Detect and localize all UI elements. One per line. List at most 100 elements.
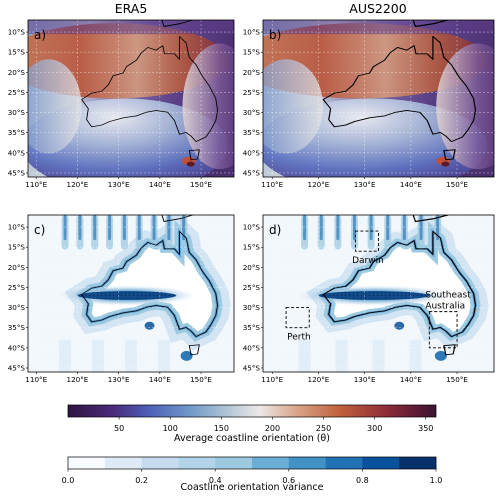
column-title-era5: ERA5 xyxy=(115,1,148,16)
colorbar-orientation-fill xyxy=(68,405,436,417)
panel-a-field xyxy=(28,20,234,177)
lon-tick-label: 120°E xyxy=(308,375,330,384)
lat-tick-label: 25°S xyxy=(8,283,26,292)
lon-tick-label: 140°E xyxy=(400,375,422,384)
orientation-east-band xyxy=(436,43,494,170)
variance-north-streak-core xyxy=(63,215,67,241)
colorbar-variance-level xyxy=(288,457,326,469)
panel-label-a: a) xyxy=(34,28,46,42)
variance-north-streak-core xyxy=(152,215,156,241)
lon-tick-label: 120°E xyxy=(67,180,89,189)
colorbar-variance-level xyxy=(325,457,363,469)
lat-tick-label: 45°S xyxy=(8,363,26,372)
variance-north-streak-core xyxy=(402,215,406,241)
lat-tick-label: 20°S xyxy=(243,263,261,272)
variance-north-streak-core xyxy=(108,215,112,241)
colorbar-tick-label: 0.4 xyxy=(209,476,222,485)
variance-north-streak-core xyxy=(386,215,390,241)
lat-tick-label: 10°S xyxy=(8,28,26,37)
orientation-north-band xyxy=(263,23,488,99)
lon-tick-label: 110°E xyxy=(25,180,47,189)
variance-north-streak-core xyxy=(93,215,97,241)
coastline-new-guinea xyxy=(161,215,193,222)
region-label-southeast-australia: Southeast xyxy=(425,291,471,301)
lon-tick-label: 110°E xyxy=(25,375,47,384)
colorbar-label-variance: Coastline orientation variance xyxy=(181,482,324,493)
orientation-west-band xyxy=(28,59,82,154)
colorbar-tick-label: 0.2 xyxy=(135,476,148,485)
panel-label-d: d) xyxy=(269,223,281,237)
column-title-aus2200: AUS2200 xyxy=(349,1,406,16)
lat-tick-label: 30°S xyxy=(243,303,261,312)
variance-north-streak-core xyxy=(303,215,307,241)
region-box-darwin xyxy=(354,230,379,252)
colorbar-variance-level xyxy=(362,457,400,469)
colorbar-variance: 0.0 0.2 0.4 0.6 0.8 1.0 Coastline orientation … xyxy=(62,456,443,493)
lat-tick-label: 40°S xyxy=(243,148,261,157)
lon-tick-label: 130°E xyxy=(354,375,376,384)
panel-a: a) 10°S 15°S 20°S 25°S 30°S 35°S 40°S 45°S 110°E 1… xyxy=(8,19,235,189)
variance-tasmania-spot xyxy=(434,350,447,361)
lat-tick-label: 10°S xyxy=(8,223,26,232)
region-label-southeast-australia: Australia xyxy=(425,302,465,312)
lat-tick-label: 35°S xyxy=(8,323,26,332)
lat-tick-label: 25°S xyxy=(243,88,261,97)
lat-tick-label: 40°S xyxy=(8,343,26,352)
colorbar-variance-level xyxy=(178,457,216,469)
lon-tick-label: 120°E xyxy=(67,375,89,384)
lon-tick-label: 120°E xyxy=(308,180,330,189)
lat-tick-label: 35°S xyxy=(243,128,261,137)
colorbar-tick-label: 0.6 xyxy=(282,476,295,485)
orientation-north-ocean xyxy=(28,20,234,35)
variance-south-streak xyxy=(409,339,422,372)
colorbar-tick-label: 150 xyxy=(214,424,229,433)
variance-north-streak-core xyxy=(182,215,186,241)
colorbar-tick-label: 1.0 xyxy=(430,476,443,485)
colorbar-tick-label: 0.8 xyxy=(356,476,369,485)
panel-c: c) 10°S 15°S 20°S 25°S 30°S 35°S 40°S 45°S 110°E 1… xyxy=(8,214,235,384)
variance-north-streak-core xyxy=(369,215,373,241)
colorbar-tick-label: 0.0 xyxy=(62,476,75,485)
variance-gulf-spot xyxy=(144,321,155,330)
panel-frame xyxy=(262,19,495,178)
lat-tick-label: 35°S xyxy=(243,323,261,332)
lat-tick-label: 35°S xyxy=(8,128,26,137)
panel-frame xyxy=(27,19,235,178)
lat-tick-label: 40°S xyxy=(243,343,261,352)
variance-tasmania-spot xyxy=(180,350,193,361)
region-box-perth xyxy=(285,307,310,329)
lat-tick-label: 40°S xyxy=(8,148,26,157)
panel-d-field xyxy=(263,215,494,372)
variance-significance-dots xyxy=(77,291,177,300)
lon-tick-label: 150°E xyxy=(190,180,212,189)
colorbar-variance-level xyxy=(141,457,179,469)
coastline-new-guinea xyxy=(412,215,448,223)
coastline-new-guinea xyxy=(412,20,448,28)
panel-frame xyxy=(262,214,495,373)
colorbar-label-orientation: Average coastline orientation (θ) xyxy=(174,433,330,444)
variance-north-streak-core xyxy=(167,215,171,241)
colorbar-tick-label: 100 xyxy=(163,424,178,433)
lon-tick-label: 140°E xyxy=(149,375,171,384)
orientation-west-band xyxy=(263,59,324,154)
variance-significance-dots xyxy=(318,291,430,300)
panel-c-field xyxy=(28,215,234,372)
variance-south-streak xyxy=(372,339,385,372)
lon-tick-label: 130°E xyxy=(108,375,130,384)
colorbar-variance-level xyxy=(68,457,106,469)
colorbar-tick-label: 350 xyxy=(418,424,433,433)
colorbar-tick-label: 300 xyxy=(367,424,382,433)
orientation-east-band xyxy=(182,43,234,170)
lat-tick-label: 25°S xyxy=(243,283,261,292)
lon-tick-label: 110°E xyxy=(261,180,283,189)
orientation-tasmania-core xyxy=(186,161,195,167)
colorbar-variance-level xyxy=(399,457,437,469)
variance-north-streak-core xyxy=(122,215,126,241)
lon-tick-label: 110°E xyxy=(261,375,283,384)
lat-tick-label: 30°S xyxy=(243,108,261,117)
panel-label-b: b) xyxy=(269,28,281,42)
colorbar-orientation: 50 100 150 200 250 300 350 Average coastline or… xyxy=(67,404,437,444)
